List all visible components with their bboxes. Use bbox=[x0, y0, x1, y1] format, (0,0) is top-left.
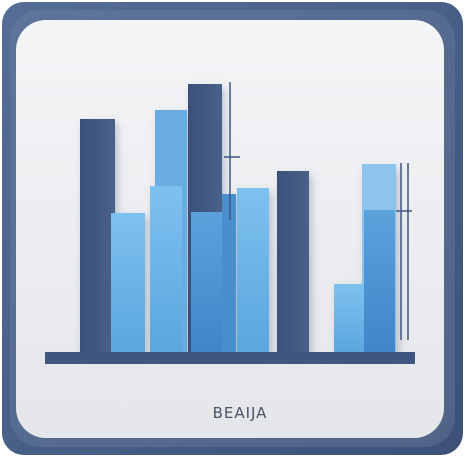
bar-light-4 bbox=[237, 188, 269, 354]
bar-light-5 bbox=[334, 284, 366, 354]
chart-baseline bbox=[45, 352, 415, 364]
bar-light-1 bbox=[111, 213, 145, 354]
bar-mid-3b bbox=[222, 194, 236, 354]
bar-mid-3 bbox=[191, 212, 223, 354]
icon-caption: BEAIJA bbox=[213, 404, 268, 422]
bar-navy-4 bbox=[277, 171, 309, 354]
bar-light-2 bbox=[150, 186, 182, 354]
bar-navy-1 bbox=[80, 119, 115, 354]
bar-mid-6 bbox=[364, 210, 395, 354]
